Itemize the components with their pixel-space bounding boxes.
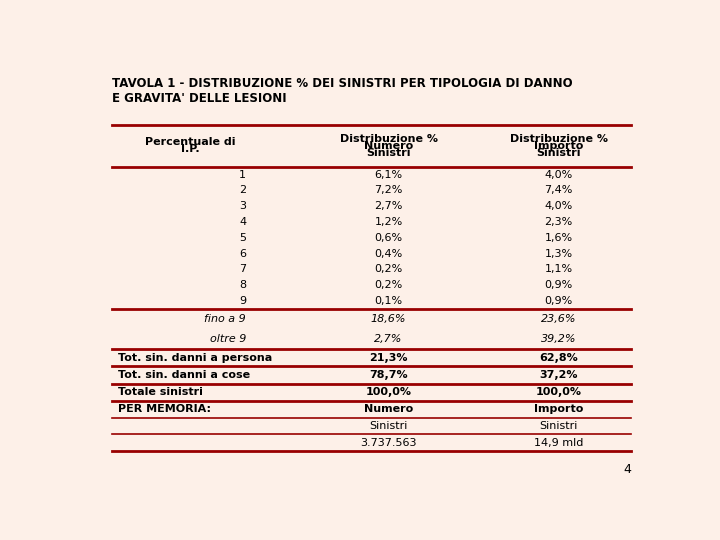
Text: Sinistri: Sinistri	[369, 421, 408, 431]
Text: 7,4%: 7,4%	[544, 185, 573, 195]
Text: PER MEMORIA:: PER MEMORIA:	[118, 404, 211, 415]
Text: Totale sinistri: Totale sinistri	[118, 388, 203, 397]
Text: 18,6%: 18,6%	[371, 314, 406, 324]
Text: 62,8%: 62,8%	[539, 353, 578, 362]
Text: 37,2%: 37,2%	[539, 370, 578, 380]
Text: 3: 3	[239, 201, 246, 211]
Text: 1,2%: 1,2%	[374, 217, 402, 227]
Text: 0,2%: 0,2%	[374, 265, 402, 274]
Text: 9: 9	[239, 296, 246, 306]
Text: Tot. sin. danni a persona: Tot. sin. danni a persona	[118, 353, 272, 362]
Text: 4: 4	[624, 463, 631, 476]
Text: 100,0%: 100,0%	[366, 388, 412, 397]
Text: Distribuzione %: Distribuzione %	[510, 134, 608, 144]
Text: 4: 4	[239, 217, 246, 227]
Text: Sinistri: Sinistri	[539, 421, 578, 431]
Text: E GRAVITA' DELLE LESIONI: E GRAVITA' DELLE LESIONI	[112, 92, 287, 105]
Text: 6,1%: 6,1%	[374, 170, 402, 180]
Text: 14,9 mld: 14,9 mld	[534, 438, 583, 448]
Text: Sinistri: Sinistri	[536, 148, 581, 158]
Text: 1,1%: 1,1%	[544, 265, 573, 274]
Text: fino a 9: fino a 9	[204, 314, 246, 324]
Text: Percentuale di: Percentuale di	[145, 137, 235, 147]
Text: 0,9%: 0,9%	[544, 280, 573, 290]
Text: TAVOLA 1 - DISTRIBUZIONE % DEI SINISTRI PER TIPOLOGIA DI DANNO: TAVOLA 1 - DISTRIBUZIONE % DEI SINISTRI …	[112, 77, 573, 90]
Text: 3.737.563: 3.737.563	[360, 438, 417, 448]
Text: 5: 5	[239, 233, 246, 243]
Text: 6: 6	[239, 248, 246, 259]
Text: 0,4%: 0,4%	[374, 248, 402, 259]
Text: 0,6%: 0,6%	[374, 233, 402, 243]
Text: Sinistri: Sinistri	[366, 148, 411, 158]
Text: 23,6%: 23,6%	[541, 314, 577, 324]
Text: 0,2%: 0,2%	[374, 280, 402, 290]
Text: Tot. sin. danni a cose: Tot. sin. danni a cose	[118, 370, 250, 380]
Text: 4,0%: 4,0%	[544, 201, 573, 211]
Text: 78,7%: 78,7%	[369, 370, 408, 380]
Text: 2,3%: 2,3%	[544, 217, 573, 227]
Text: 2,7%: 2,7%	[374, 201, 402, 211]
Text: 21,3%: 21,3%	[369, 353, 408, 362]
Text: 1,6%: 1,6%	[544, 233, 573, 243]
Text: 2: 2	[239, 185, 246, 195]
Text: I.P.: I.P.	[181, 144, 199, 154]
Text: Numero: Numero	[364, 141, 413, 151]
Text: Distribuzione %: Distribuzione %	[340, 134, 438, 144]
Text: Importo: Importo	[534, 141, 583, 151]
Text: oltre 9: oltre 9	[210, 334, 246, 344]
Text: 100,0%: 100,0%	[536, 388, 582, 397]
Text: 2,7%: 2,7%	[374, 334, 402, 344]
Text: 0,1%: 0,1%	[374, 296, 402, 306]
Text: Importo: Importo	[534, 404, 583, 415]
Text: 4,0%: 4,0%	[544, 170, 573, 180]
Text: 7: 7	[239, 265, 246, 274]
Text: 1: 1	[239, 170, 246, 180]
Text: 1,3%: 1,3%	[544, 248, 573, 259]
Text: Numero: Numero	[364, 404, 413, 415]
Text: 7,2%: 7,2%	[374, 185, 402, 195]
Text: 0,9%: 0,9%	[544, 296, 573, 306]
Text: 8: 8	[239, 280, 246, 290]
Text: 39,2%: 39,2%	[541, 334, 577, 344]
